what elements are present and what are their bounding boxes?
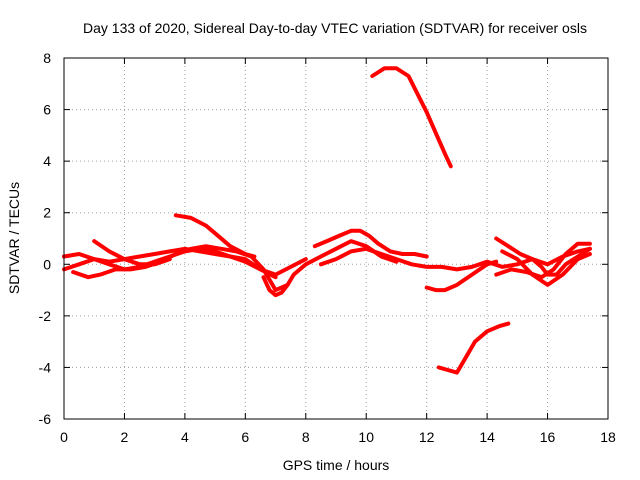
series-track-5 <box>173 213 257 259</box>
y-tick-label: 2 <box>43 205 51 221</box>
y-axis-label: SDTVAR / TECUs <box>6 182 22 294</box>
x-tick-label: 8 <box>302 429 310 445</box>
series-track-6 <box>261 239 399 298</box>
series-track-13 <box>500 249 592 287</box>
x-tick-label: 14 <box>479 429 495 445</box>
series-track-7 <box>312 228 429 259</box>
x-tick-label: 18 <box>600 429 616 445</box>
plot-frame <box>63 57 609 420</box>
y-tick-label: -2 <box>39 308 52 324</box>
x-axis-label: GPS time / hours <box>283 457 390 473</box>
series-track-9 <box>370 66 453 169</box>
y-tick-label: 0 <box>43 256 51 272</box>
series-track-12 <box>494 236 592 277</box>
series-track-4 <box>92 239 172 267</box>
y-tick-label: 6 <box>43 102 51 118</box>
series-track-3 <box>71 244 290 293</box>
x-tick-label: 0 <box>60 429 68 445</box>
y-tick-label: -6 <box>39 411 52 427</box>
data-series <box>62 66 592 375</box>
axis-ticks: 0 2 4 6 8 10 12 14 16 18 -6 -4 -2 0 2 4 6 8 <box>39 50 616 445</box>
x-tick-label: 4 <box>181 429 189 445</box>
y-tick-label: -4 <box>39 359 52 375</box>
grid <box>64 58 608 419</box>
x-tick-label: 16 <box>540 429 556 445</box>
x-tick-label: 6 <box>241 429 249 445</box>
x-tick-label: 10 <box>358 429 374 445</box>
y-tick-label: 8 <box>43 50 51 66</box>
series-track-14 <box>494 241 592 280</box>
x-tick-label: 2 <box>121 429 129 445</box>
y-tick-label: 4 <box>43 153 51 169</box>
series-track-11 <box>436 321 511 375</box>
chart-title: Day 133 of 2020, Sidereal Day-to-day VTE… <box>83 20 587 36</box>
series-track-8 <box>318 246 592 272</box>
series-track-10 <box>424 259 499 293</box>
x-tick-label: 12 <box>419 429 435 445</box>
